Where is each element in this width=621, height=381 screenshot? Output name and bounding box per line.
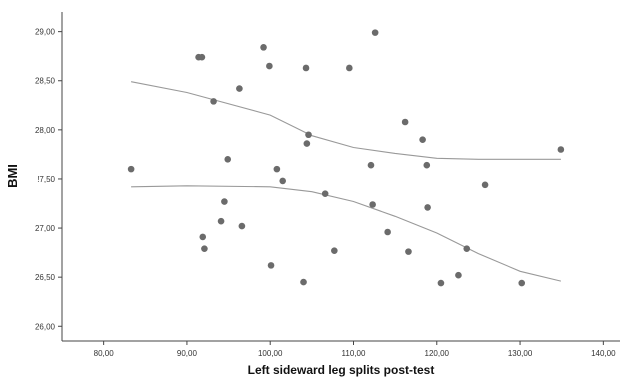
x-tick-label: 100,00 xyxy=(258,349,283,358)
data-points xyxy=(127,29,565,287)
fit-curve xyxy=(131,185,562,282)
y-axis-title: BMI xyxy=(5,164,20,188)
data-point xyxy=(201,245,208,252)
y-axis-ticks: 26,00 26,50 27,00 !7,50 28,00 28,50 29,00 xyxy=(35,28,62,331)
x-tick-label: 90,00 xyxy=(177,349,198,358)
data-point xyxy=(305,131,312,139)
data-point xyxy=(221,198,228,205)
data-point xyxy=(331,247,338,254)
data-point xyxy=(260,44,267,51)
x-tick-label: 120,00 xyxy=(425,349,450,358)
y-tick-label: 29,00 xyxy=(35,28,56,37)
data-point xyxy=(238,222,246,230)
data-point xyxy=(463,245,471,252)
x-tick-label: 130,00 xyxy=(508,349,533,358)
data-point xyxy=(481,181,489,189)
y-tick-label: 27,00 xyxy=(35,224,56,233)
data-point xyxy=(424,204,431,211)
data-point xyxy=(455,271,462,279)
fit-curve xyxy=(130,81,561,160)
data-point xyxy=(273,165,281,173)
data-point xyxy=(279,177,287,185)
data-point xyxy=(199,233,207,241)
data-point xyxy=(267,262,275,269)
y-tick-label: 26,50 xyxy=(35,273,56,282)
y-tick-label: 28,00 xyxy=(35,126,56,135)
x-tick-label: 140,00 xyxy=(591,349,616,358)
data-point xyxy=(236,85,243,92)
data-point xyxy=(217,217,225,225)
data-point xyxy=(198,53,206,61)
x-axis-title: Left sideward leg splits post-test xyxy=(248,363,435,377)
data-point xyxy=(518,279,526,287)
y-tick-label: 26,00 xyxy=(35,322,56,331)
data-point xyxy=(401,118,409,126)
data-point xyxy=(369,201,376,208)
data-point xyxy=(300,278,307,286)
x-tick-label: 110,00 xyxy=(342,349,366,358)
data-point xyxy=(321,190,329,197)
data-point xyxy=(384,228,391,236)
data-point xyxy=(437,279,445,287)
data-point xyxy=(224,156,232,163)
data-point xyxy=(557,146,565,153)
data-point xyxy=(419,136,426,143)
data-point xyxy=(405,248,412,255)
data-point xyxy=(371,29,379,36)
data-point xyxy=(423,161,431,169)
y-tick-label: !7,50 xyxy=(37,175,55,184)
data-point xyxy=(266,62,273,70)
data-point xyxy=(127,165,135,173)
data-point xyxy=(303,140,311,147)
y-tick-label: 28,50 xyxy=(35,77,56,86)
x-axis-ticks: 80,00 90,00 100,00 110,00 120,00 130,00 140,00 xyxy=(94,341,616,358)
data-point xyxy=(367,161,375,169)
data-point xyxy=(346,64,353,72)
fit-lines xyxy=(130,81,562,282)
plot-area xyxy=(62,12,620,341)
data-point xyxy=(302,64,310,72)
data-point xyxy=(210,98,217,105)
x-tick-label: 80,00 xyxy=(94,349,115,358)
